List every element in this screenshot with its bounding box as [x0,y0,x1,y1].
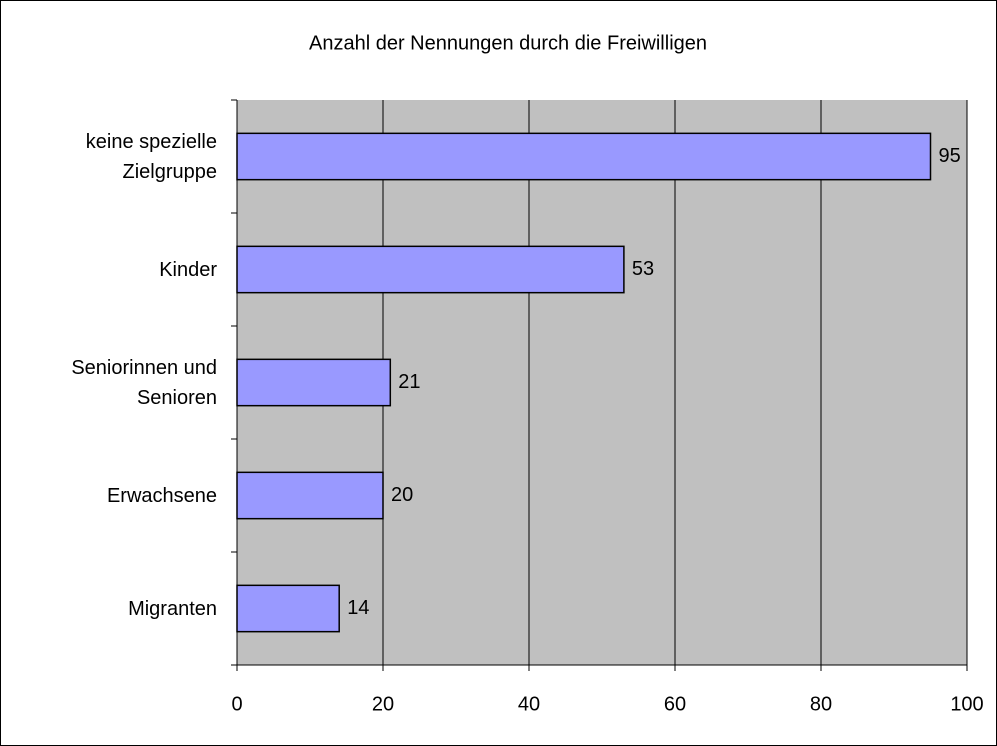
data-label: 14 [347,597,369,619]
y-tick-label: Migranten [128,597,217,620]
data-label: 53 [632,258,654,280]
x-tick-label: 80 [810,693,832,715]
bar [236,471,384,520]
data-label: 21 [398,371,420,393]
data-label: 20 [391,484,413,506]
y-tick-label: Kinder [159,258,217,281]
chart-title: Anzahl der Nennungen durch die Freiwilli… [309,32,707,54]
bar [236,132,932,181]
x-tick-label: 40 [518,693,540,715]
x-tick-label: 100 [950,693,983,715]
y-tick-label: Seniorinnen und Senioren [71,356,217,409]
bar [236,245,625,294]
y-tick-label: Erwachsene [106,484,217,507]
x-tick-label: 60 [664,693,686,715]
x-tick-label: 20 [372,693,394,715]
y-tick-label: keine spezielle Zielgruppe [85,130,217,183]
bar [236,358,392,407]
bar [236,584,340,633]
x-tick-label: 0 [231,693,242,715]
data-label: 95 [939,145,961,167]
